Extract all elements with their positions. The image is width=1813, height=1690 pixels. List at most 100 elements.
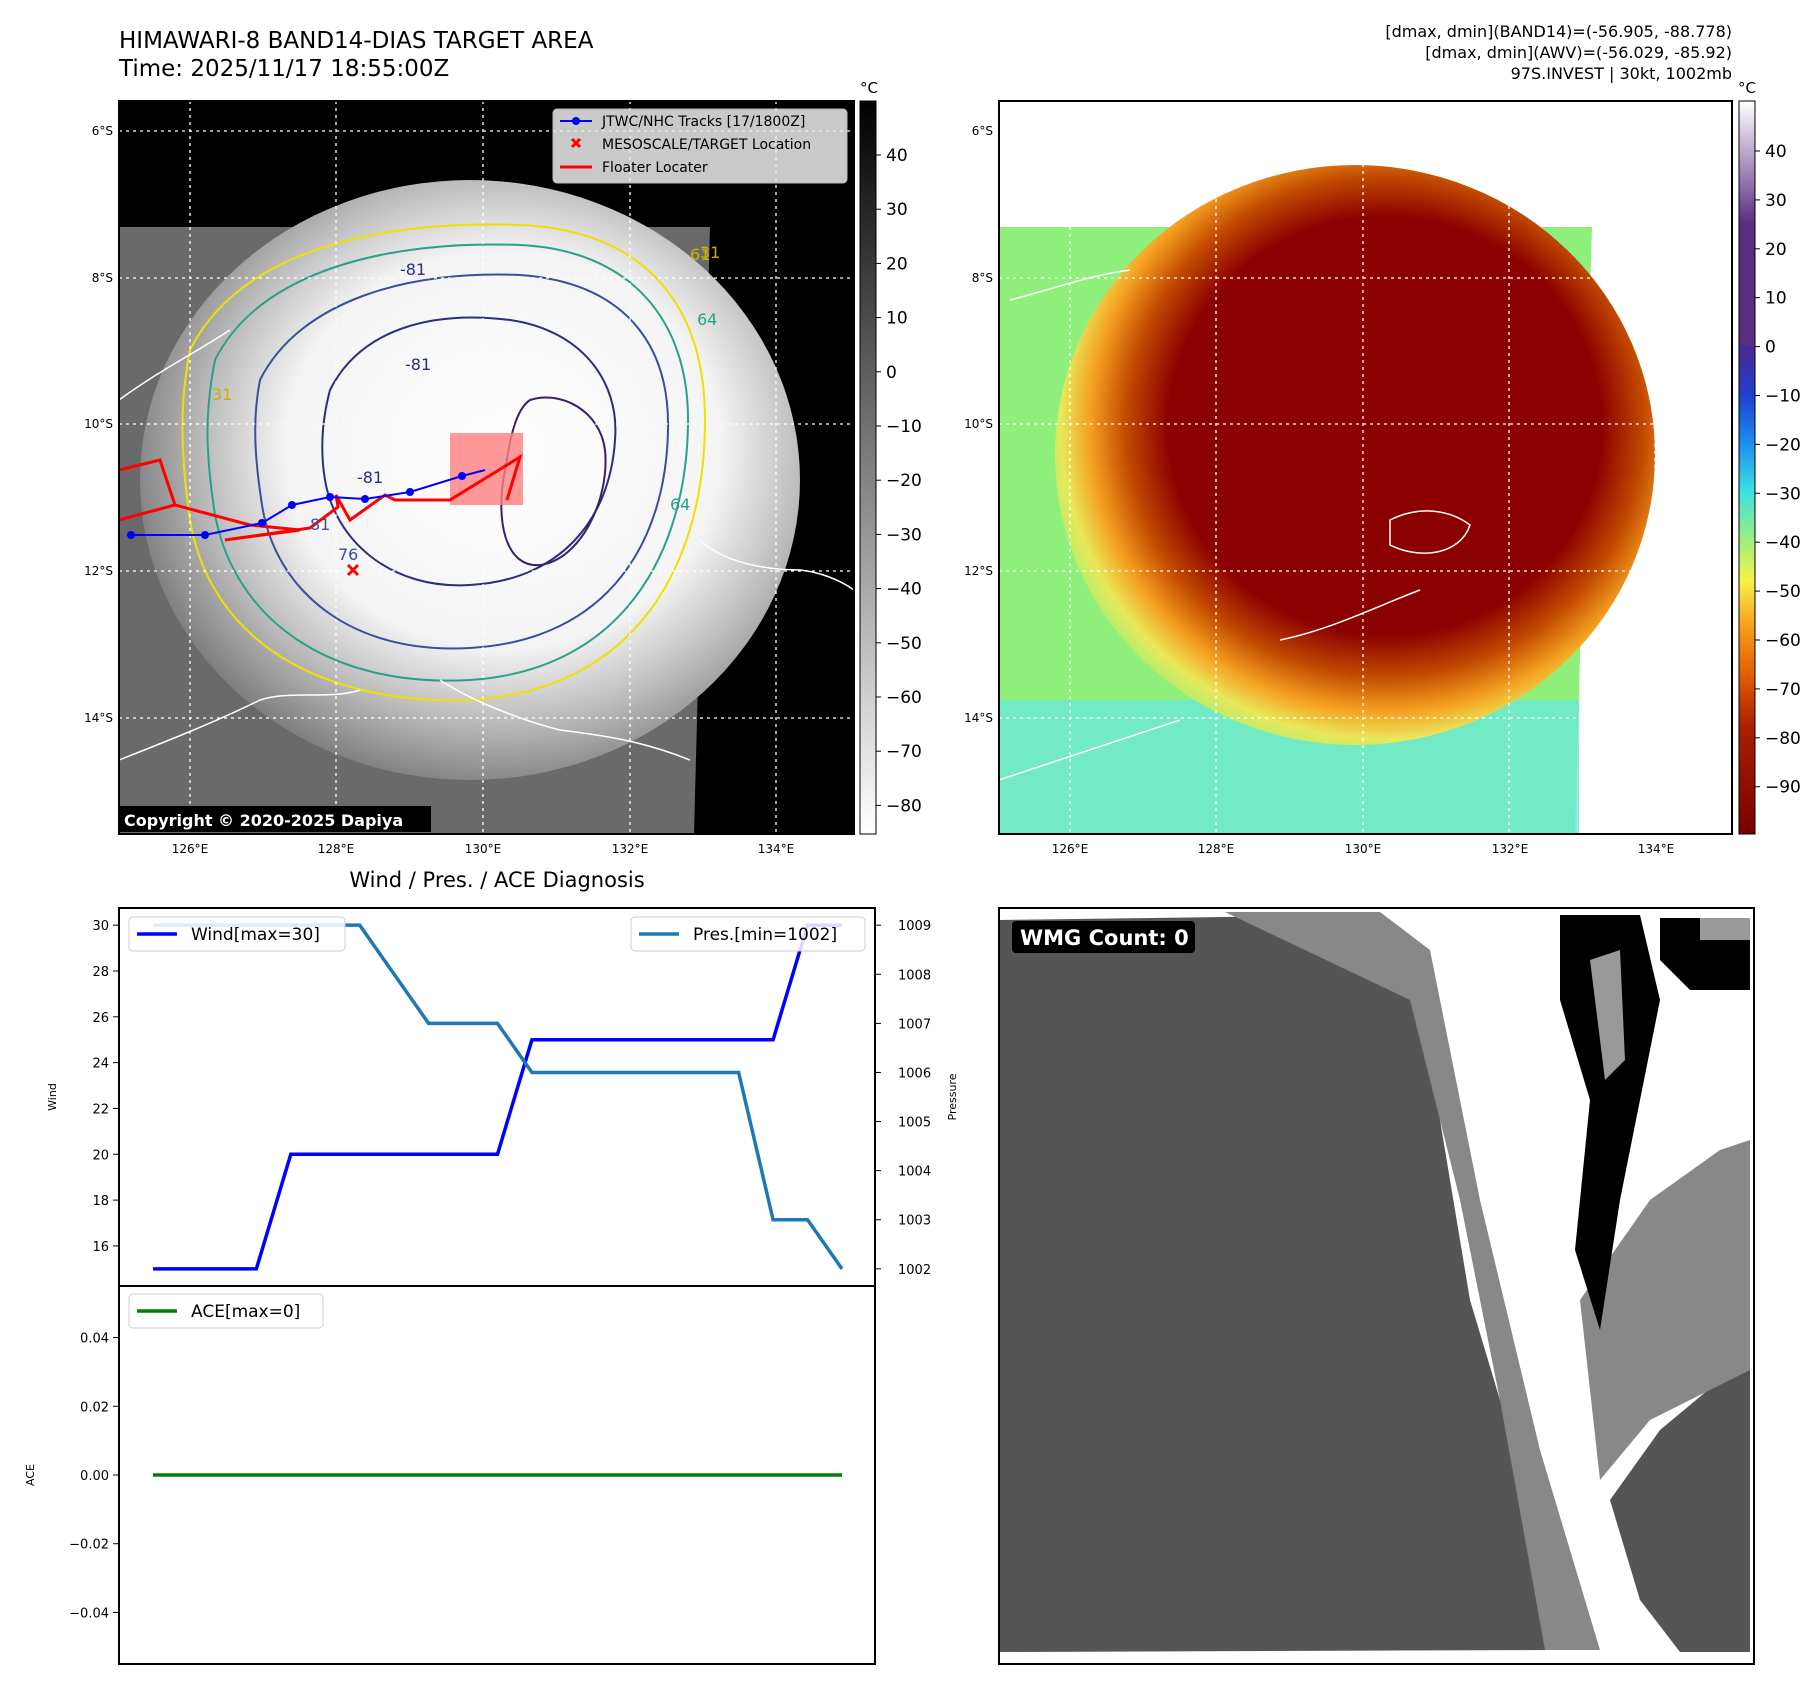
contour-label: 31 [212, 385, 232, 404]
lon-tick-label: 132°E [612, 842, 649, 856]
mesoscale-target-marker [346, 563, 360, 577]
pressure-tick-label: 1008 [898, 968, 931, 983]
lon-tick-label: 128°E [318, 842, 355, 856]
contour-label: 61 [690, 245, 710, 264]
colorbar-tick-label: 30 [886, 200, 908, 220]
wmg-black-band [1560, 915, 1660, 1330]
pressure-legend-label: Pres.[min=1002] [693, 925, 837, 945]
wind-legend: Wind[max=30] [128, 916, 346, 952]
title-line1: HIMAWARI-8 BAND14-DIAS TARGET AREA [119, 28, 594, 54]
ir-colorbar-unit: °C [860, 79, 878, 97]
wmg-mid-region [1225, 912, 1600, 1650]
colorbar-tick-label: −40 [886, 580, 922, 600]
colorbar-tick-label: 20 [886, 254, 908, 274]
contour-label: 64 [697, 310, 717, 329]
contour-label: -81 [357, 468, 383, 487]
colorbar-tick-label: 20 [1765, 240, 1787, 260]
colorbar-tick-label: −90 [1765, 778, 1801, 798]
contour-indigo [321, 316, 617, 587]
legend-jtwc-tracks: JTWC/NHC Tracks [17/1800Z] [601, 114, 805, 130]
wind-series-line [153, 923, 842, 1271]
ir-colorbar: °C 40 30 20 10 0 −10 −20 −30 −40 −50 −60 −70 −80 [859, 79, 922, 835]
contour-labels: -81 -81 -81 31 61 64 31 64 81 76 [212, 243, 720, 564]
pressure-legend: Pres.[min=1002] [630, 916, 866, 952]
contour-teal [206, 243, 690, 682]
info-line2: [dmax, dmin](AWV)=(-56.029, -85.92) [1425, 43, 1732, 62]
pressure-axis-label: Pressure [946, 1073, 959, 1120]
colorbar-tick-label: 10 [886, 309, 908, 329]
lat-tick-label: 8°S [972, 271, 993, 285]
ace-tick-label: −0.04 [69, 1606, 109, 1621]
ir-legend: JTWC/NHC Tracks [17/1800Z] MESOSCALE/TAR… [552, 108, 848, 184]
info-line1: [dmax, dmin](BAND14)=(-56.905, -88.778) [1385, 22, 1732, 41]
colorbar-tick-label: 0 [1765, 338, 1776, 358]
wind-tick-label: 30 [92, 919, 109, 934]
colorbar-tick-label: −30 [886, 525, 922, 545]
colorbar-tick-label: −50 [886, 634, 922, 654]
title-line2: Time: 2025/11/17 18:55:00Z [119, 56, 450, 82]
lon-tick-label: 134°E [1638, 842, 1675, 856]
wind-tick-label: 22 [92, 1102, 109, 1117]
wind-axis-label: Wind [46, 1083, 59, 1111]
contour-label: 76 [338, 545, 358, 564]
awv-storm-cloud [1055, 165, 1655, 745]
colorbar-tick-label: 30 [1765, 191, 1787, 211]
lat-tick-label: 6°S [972, 124, 993, 138]
ace-legend-label: ACE[max=0] [191, 1302, 300, 1322]
lat-tick-label: 8°S [92, 271, 113, 285]
colorbar-tick-label: −10 [1765, 387, 1801, 407]
coastlines [119, 329, 854, 761]
awv-colorbar: °C 40 30 20 10 0 −10 −20 −30 −40 −50 −60 −70 −80 −90 [1738, 79, 1801, 835]
ace-tick-label: 0.02 [80, 1400, 109, 1415]
colorbar-tick-label: 0 [886, 363, 897, 383]
ace-legend: ACE[max=0] [128, 1293, 324, 1329]
colorbar-tick-label: −70 [1765, 680, 1801, 700]
lon-tick-label: 130°E [1345, 842, 1382, 856]
ace-tick-label: −0.02 [69, 1538, 109, 1553]
wind-tick-label: 26 [92, 1011, 109, 1026]
lat-tick-label: 14°S [964, 711, 993, 725]
ace-axis-label: ACE [24, 1464, 37, 1486]
pressure-tick-label: 1002 [898, 1263, 931, 1278]
pressure-tick-label: 1009 [898, 919, 931, 934]
colorbar-tick-label: −20 [1765, 435, 1801, 455]
pressure-tick-label: 1003 [898, 1214, 931, 1229]
colorbar-tick-label: −80 [886, 796, 922, 816]
colorbar-tick-label: 40 [1765, 142, 1787, 162]
wmg-dark-region [999, 915, 1550, 1652]
contour-label: 31 [700, 243, 720, 262]
contour-label: 64 [670, 495, 690, 514]
wind-tick-label: 18 [92, 1194, 109, 1209]
wind-tick-label: 24 [92, 1057, 109, 1072]
contour-blue [254, 273, 670, 650]
colorbar-tick-label: −30 [1765, 484, 1801, 504]
pressure-tick-label: 1004 [898, 1165, 931, 1180]
lat-tick-label: 12°S [84, 564, 113, 578]
wind-tick-label: 28 [92, 965, 109, 980]
contour-label: -81 [405, 355, 431, 374]
lon-tick-label: 130°E [465, 842, 502, 856]
diag-title: Wind / Pres. / ACE Diagnosis [349, 868, 644, 892]
pressure-tick-label: 1006 [898, 1066, 931, 1081]
pressure-tick-label: 1007 [898, 1017, 931, 1032]
jtwc-track-points [127, 472, 466, 539]
colorbar-tick-label: −40 [1765, 533, 1801, 553]
lat-tick-label: 12°S [964, 564, 993, 578]
floater-locater-line [119, 453, 523, 542]
contour-label: -81 [400, 260, 426, 279]
contour-label: 81 [310, 515, 330, 534]
ace-panel: 0.04 0.02 0.00 −0.02 −0.04 ACE[max=0] [69, 1285, 876, 1665]
lat-tick-label: 14°S [84, 711, 113, 725]
colorbar-tick-label: −70 [886, 742, 922, 762]
lat-tick-label: 10°S [84, 417, 113, 431]
colorbar-tick-label: −20 [886, 471, 922, 491]
copyright-text: Copyright © 2020-2025 Dapiya [124, 811, 403, 830]
lon-tick-label: 128°E [1198, 842, 1235, 856]
info-line3: 97S.INVEST | 30kt, 1002mb [1510, 64, 1732, 83]
lon-tick-label: 126°E [1052, 842, 1089, 856]
wind-tick-label: 16 [92, 1240, 109, 1255]
colorbar-tick-label: −10 [886, 417, 922, 437]
wmg-panel: WMG Count: 0 [998, 907, 1755, 1665]
wind-tick-label: 20 [92, 1148, 109, 1163]
